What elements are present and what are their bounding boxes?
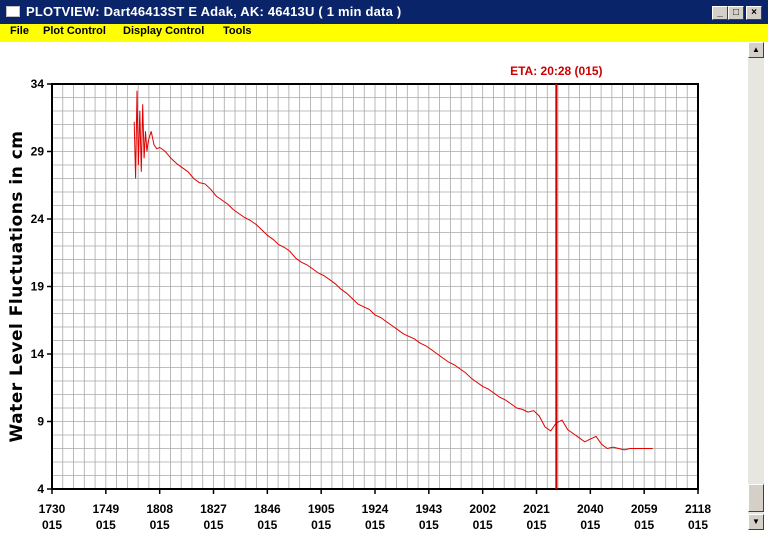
menu-file[interactable]: File [10, 25, 29, 37]
x-tick-label: 1827 [200, 502, 227, 516]
x-tick-day-label: 015 [526, 518, 546, 532]
vertical-scrollbar[interactable]: ▲ ▼ [748, 42, 764, 530]
x-tick-day-label: 015 [96, 518, 116, 532]
y-tick-label: 9 [37, 415, 44, 429]
close-button[interactable]: × [746, 6, 762, 20]
minimize-button[interactable]: _ [712, 6, 728, 20]
y-tick-label: 14 [31, 347, 45, 361]
window-title: PLOTVIEW: Dart46413ST E Adak, AK: 46413U… [26, 4, 402, 19]
scroll-thumb[interactable] [748, 484, 764, 512]
x-tick-day-label: 015 [257, 518, 277, 532]
x-tick-label: 1943 [415, 502, 442, 516]
x-tick-day-label: 015 [419, 518, 439, 532]
eta-label: ETA: 20:28 (015) [510, 64, 602, 78]
menu-plot-control[interactable]: Plot Control [43, 25, 106, 37]
water-level-chart: 4914192429341730015174901518080151827015… [7, 64, 711, 532]
x-tick-day-label: 015 [203, 518, 223, 532]
x-tick-label: 1905 [308, 502, 335, 516]
x-tick-day-label: 015 [688, 518, 708, 532]
title-bar[interactable]: PLOTVIEW: Dart46413ST E Adak, AK: 46413U… [0, 0, 768, 24]
x-tick-label: 2118 [685, 502, 711, 516]
y-tick-label: 29 [31, 145, 45, 159]
x-tick-label: 1730 [39, 502, 66, 516]
maximize-button[interactable]: □ [728, 6, 744, 20]
scroll-down-button[interactable]: ▼ [748, 514, 764, 530]
x-tick-label: 1924 [362, 502, 389, 516]
x-tick-label: 2002 [469, 502, 496, 516]
x-tick-label: 2040 [577, 502, 604, 516]
x-tick-day-label: 015 [42, 518, 62, 532]
x-tick-label: 2021 [523, 502, 550, 516]
x-tick-day-label: 015 [473, 518, 493, 532]
menu-bar: File Plot Control Display Control Tools [0, 24, 768, 42]
y-tick-label: 4 [37, 482, 44, 496]
app-icon[interactable] [6, 6, 20, 17]
x-tick-day-label: 015 [580, 518, 600, 532]
menu-display-control[interactable]: Display Control [123, 25, 205, 37]
x-tick-day-label: 015 [634, 518, 654, 532]
scroll-up-button[interactable]: ▲ [748, 42, 764, 58]
y-tick-label: 19 [31, 280, 45, 294]
x-tick-label: 1749 [92, 502, 119, 516]
y-tick-label: 34 [31, 77, 45, 91]
x-tick-label: 1846 [254, 502, 281, 516]
x-tick-label: 1808 [146, 502, 173, 516]
menu-tools[interactable]: Tools [223, 25, 252, 37]
x-tick-day-label: 015 [311, 518, 331, 532]
x-tick-day-label: 015 [150, 518, 170, 532]
x-tick-label: 2059 [631, 502, 658, 516]
y-axis-label: Water Level Fluctuations in cm [7, 130, 27, 442]
x-tick-day-label: 015 [365, 518, 385, 532]
y-tick-label: 24 [31, 212, 45, 226]
